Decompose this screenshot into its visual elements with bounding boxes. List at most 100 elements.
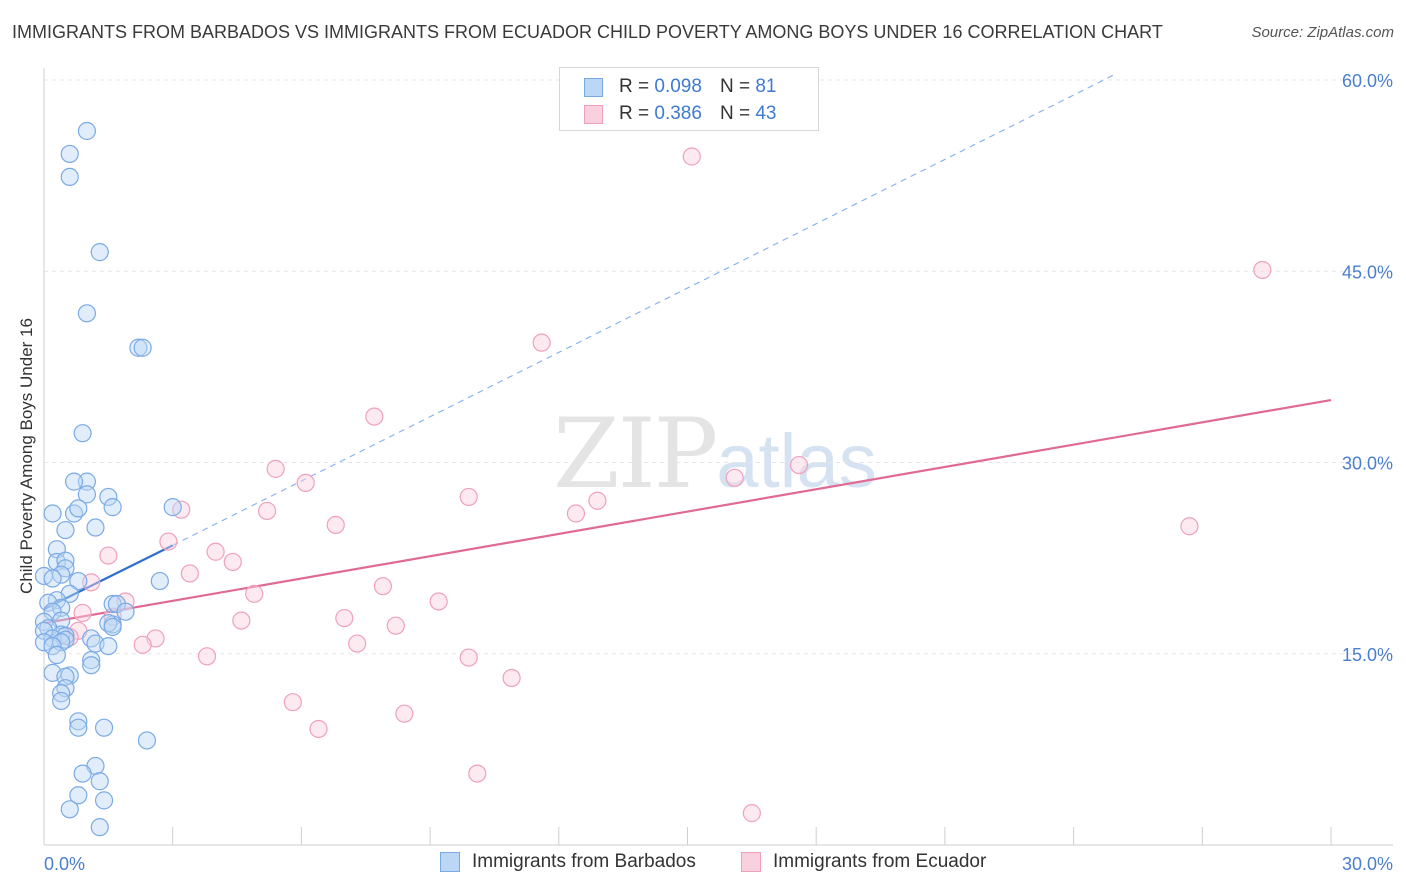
point-barbados (103, 498, 122, 517)
y-tick-label: 15.0% (1342, 645, 1393, 665)
point-barbados (69, 718, 88, 737)
point-ecuador (335, 608, 354, 628)
point-ecuador (232, 611, 251, 630)
bottom-legend-ecuador: Immigrants from Ecuador (741, 851, 986, 873)
point-ecuador (159, 532, 178, 551)
legend-n-value: 43 (755, 103, 777, 124)
legend-swatch-barbados (584, 77, 603, 97)
point-ecuador (309, 719, 328, 739)
point-ecuador (588, 491, 607, 510)
watermark-atlas: atlas (716, 419, 877, 504)
point-ecuador (1253, 260, 1272, 280)
point-barbados (60, 144, 79, 164)
legend-swatch-ecuador (584, 104, 603, 124)
chart-title: IMMIGRANTS FROM BARBADOS VS IMMIGRANTS F… (12, 22, 1163, 42)
point-barbados (129, 338, 148, 357)
gridlines (44, 79, 1393, 655)
tick-labels: 15.0% 30.0% 45.0% 60.0% 0.0% 30.0% (44, 71, 1393, 874)
trend-ecuador (43, 398, 1332, 625)
point-barbados (77, 304, 97, 323)
point-barbados (43, 636, 62, 656)
point-ecuador (257, 501, 277, 521)
point-barbados (73, 764, 92, 783)
point-ecuador (386, 616, 405, 635)
point-barbados (90, 243, 109, 262)
point-barbados (43, 629, 62, 648)
axes (43, 68, 1393, 846)
point-barbados (77, 485, 97, 504)
y-tick-label: 45.0% (1342, 262, 1393, 282)
point-ecuador (365, 407, 384, 426)
point-barbados (52, 691, 71, 711)
point-ecuador (459, 648, 478, 667)
y-tick-label: 60.0% (1342, 71, 1393, 91)
point-barbados (56, 551, 75, 570)
point-barbados (90, 818, 109, 837)
point-ecuador (296, 473, 315, 492)
point-barbados (52, 598, 71, 617)
y-axis-label: Child Poverty Among Boys Under 16 (17, 318, 36, 594)
point-barbados (60, 167, 79, 186)
points-barbados (34, 121, 182, 837)
point-barbados (137, 731, 157, 750)
source-label: Source: ZipAtlas.com (1251, 24, 1394, 41)
point-ecuador (682, 147, 701, 166)
point-barbados (69, 712, 88, 731)
x-tick-label: 30.0% (1342, 854, 1393, 874)
bottom-legend-label-ecuador: Immigrants from Ecuador (773, 851, 987, 872)
bottom-legend-label-barbados: Immigrants from Barbados (472, 851, 696, 872)
bottom-legend-swatch-ecuador (741, 852, 761, 872)
point-ecuador (99, 546, 118, 565)
point-ecuador (206, 542, 225, 561)
legend-r-value: 0.098 (654, 76, 702, 97)
point-barbados (64, 472, 84, 491)
point-ecuador (532, 333, 551, 352)
point-barbados (52, 684, 71, 703)
legend-n-label: N = (719, 103, 751, 124)
point-barbados (77, 472, 97, 491)
legend-r-value: 0.386 (654, 103, 702, 124)
point-barbados (116, 602, 135, 621)
point-ecuador (82, 573, 101, 592)
point-ecuador (429, 592, 448, 611)
point-ecuador (373, 577, 393, 596)
legend-r-label: R = (619, 76, 650, 97)
point-ecuador (1180, 517, 1199, 536)
point-barbados (60, 800, 79, 819)
point-ecuador (789, 455, 809, 475)
x-tick-label: 0.0% (44, 854, 85, 874)
point-ecuador (326, 515, 345, 535)
point-ecuador (395, 704, 414, 723)
point-barbados (69, 499, 88, 518)
legend-r-label: R = (619, 103, 650, 124)
point-barbados (77, 121, 97, 141)
legend-n-value: 81 (755, 76, 777, 97)
point-ecuador (566, 504, 586, 523)
point-ecuador (502, 668, 521, 688)
point-ecuador (266, 459, 285, 478)
trend-barbados-extended (172, 73, 1117, 546)
point-ecuador (283, 693, 302, 712)
point-ecuador (459, 487, 478, 507)
point-ecuador (725, 468, 744, 487)
point-barbados (69, 571, 88, 591)
point-barbados (69, 786, 88, 805)
legend-row-ecuador: R = 0.386 N = 43 (584, 101, 776, 127)
point-ecuador (348, 634, 367, 653)
point-barbados (43, 504, 62, 523)
point-ecuador (197, 647, 217, 666)
point-barbados (73, 424, 92, 443)
point-barbados (163, 498, 182, 517)
legend-n-label: N = (719, 76, 751, 97)
point-barbados (103, 617, 122, 637)
point-barbados (82, 656, 101, 675)
stats-legend: R = 0.098 N = 81 R = 0.386 N = 43 (559, 67, 819, 131)
point-ecuador (742, 804, 761, 823)
bottom-legend-barbados: Immigrants from Barbados (440, 851, 696, 873)
point-barbados (43, 569, 62, 588)
legend-row-barbados: R = 0.098 N = 81 (584, 74, 776, 100)
point-ecuador (468, 764, 487, 783)
point-ecuador (180, 564, 199, 583)
point-barbados (150, 571, 169, 591)
